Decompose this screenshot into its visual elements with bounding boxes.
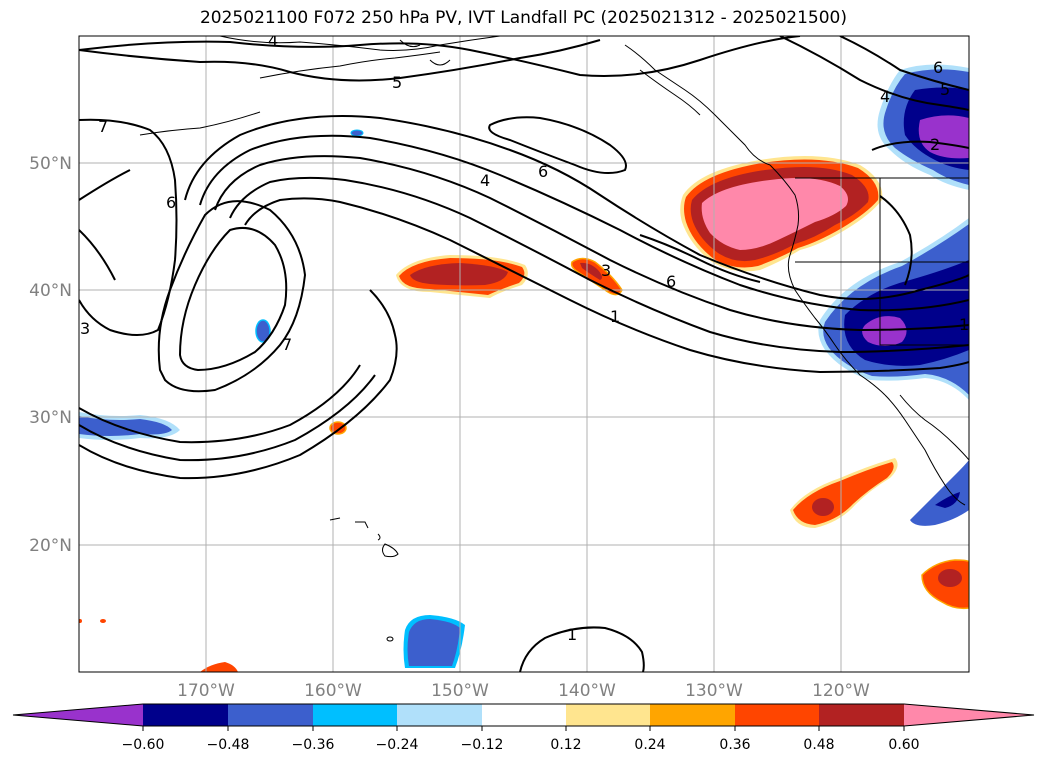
lon-label-140w: 140°W [558, 681, 616, 701]
contour-label-5a: 5 [392, 73, 402, 92]
contour-label-4a: 4 [268, 31, 278, 50]
colorbar-tick: 0.24 [634, 737, 665, 753]
colorbar-segment [819, 704, 904, 726]
lat-label-40n: 40°N [29, 281, 72, 301]
colorbar-tick: 0.36 [719, 737, 750, 753]
contour-label-4c: 4 [880, 87, 890, 106]
colorbar-segment [397, 704, 482, 726]
map-title: 2025021100 F072 250 hPa PV, IVT Landfall… [199, 8, 847, 28]
positive-anomaly-regions [79, 156, 969, 672]
colorbar: −0.60 −0.48 −0.36 −0.24 −0.12 0.12 0.24 … [12, 703, 1035, 753]
colorbar-segment [650, 704, 735, 726]
colorbar-segment [482, 704, 566, 726]
contour-label-7a: 7 [98, 117, 108, 136]
colorbar-tick: 0.12 [550, 737, 581, 753]
contour-labels: 4 5 7 6 4 6 6 3 1 1 7 3 6 4 5 2 1 [80, 31, 969, 644]
contour-label-3b: 3 [80, 319, 90, 338]
coastlines [139, 36, 969, 642]
contour-label-2a: 2 [930, 135, 940, 154]
contour-label-1a: 1 [610, 307, 620, 326]
lon-label-170w: 170°W [177, 681, 235, 701]
latitude-labels: 50°N 40°N 30°N 20°N [29, 154, 72, 556]
colorbar-extend-low [13, 704, 143, 726]
colorbar-tick: −0.48 [207, 737, 250, 753]
contour-label-6d: 6 [933, 58, 943, 77]
colorbar-tick: −0.60 [122, 737, 165, 753]
contour-label-3a: 3 [601, 261, 611, 280]
lon-label-120w: 120°W [812, 681, 870, 701]
lat-label-30n: 30°N [29, 408, 72, 428]
colorbar-extend-high [904, 704, 1034, 726]
colorbar-segment [735, 704, 819, 726]
colorbar-tick: −0.12 [461, 737, 504, 753]
lat-label-20n: 20°N [29, 536, 72, 556]
colorbar-tick: −0.36 [292, 737, 335, 753]
colorbar-tick: 0.48 [803, 737, 834, 753]
colorbar-tick: 0.60 [888, 737, 919, 753]
contour-label-4b: 4 [480, 171, 490, 190]
lon-label-150w: 150°W [431, 681, 489, 701]
colorbar-segment [143, 704, 228, 726]
colorbar-segment [566, 704, 650, 726]
pv-contours [79, 36, 969, 672]
contour-label-6b: 6 [538, 162, 548, 181]
contour-label-6c: 6 [666, 272, 676, 291]
contour-label-1c: 1 [959, 315, 969, 334]
colorbar-tick: −0.24 [376, 737, 419, 753]
lon-label-160w: 160°W [304, 681, 362, 701]
contour-label-6a: 6 [166, 193, 176, 212]
contour-label-5b: 5 [940, 80, 950, 99]
contour-label-1b: 1 [567, 625, 577, 644]
colorbar-segment [313, 704, 397, 726]
colorbar-segment [228, 704, 313, 726]
lat-label-50n: 50°N [29, 154, 72, 174]
contour-label-7b: 7 [282, 335, 292, 354]
lon-label-130w: 130°W [685, 681, 743, 701]
longitude-labels: 170°W 160°W 150°W 140°W 130°W 120°W [177, 681, 870, 701]
map-frame [78, 35, 970, 673]
graticule [79, 36, 969, 672]
